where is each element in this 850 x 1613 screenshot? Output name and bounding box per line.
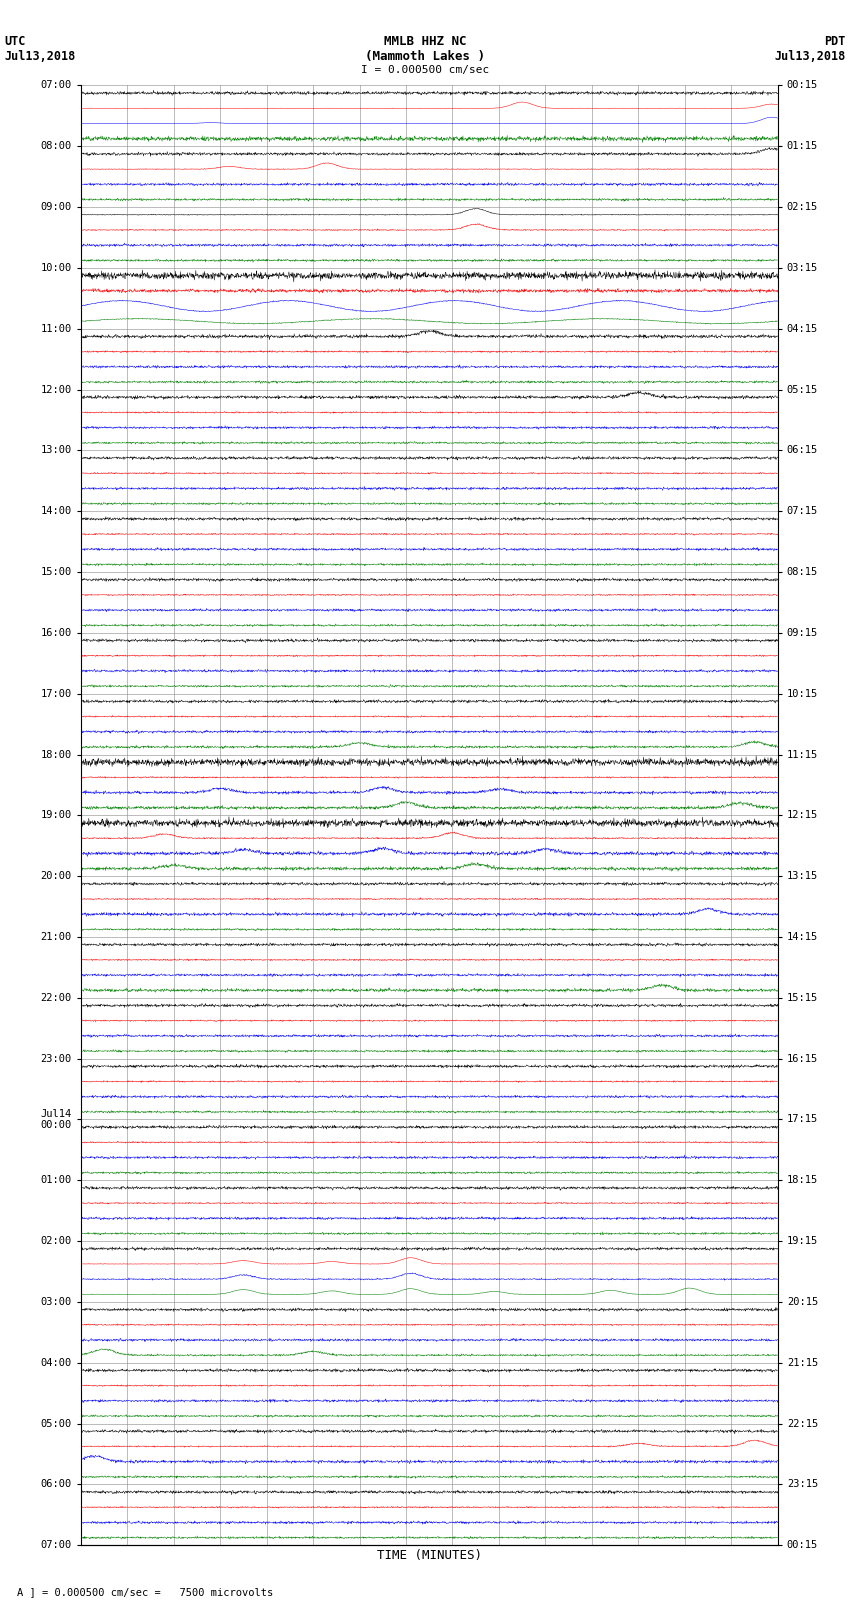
X-axis label: TIME (MINUTES): TIME (MINUTES) [377, 1550, 482, 1563]
Text: UTC: UTC [4, 35, 26, 48]
Text: Jul13,2018: Jul13,2018 [774, 50, 846, 63]
Text: Jul13,2018: Jul13,2018 [4, 50, 76, 63]
Text: MMLB HHZ NC: MMLB HHZ NC [383, 35, 467, 48]
Text: (Mammoth Lakes ): (Mammoth Lakes ) [365, 50, 485, 63]
Text: I = 0.000500 cm/sec: I = 0.000500 cm/sec [361, 65, 489, 74]
Text: PDT: PDT [824, 35, 846, 48]
Text: A ] = 0.000500 cm/sec =   7500 microvolts: A ] = 0.000500 cm/sec = 7500 microvolts [17, 1587, 273, 1597]
